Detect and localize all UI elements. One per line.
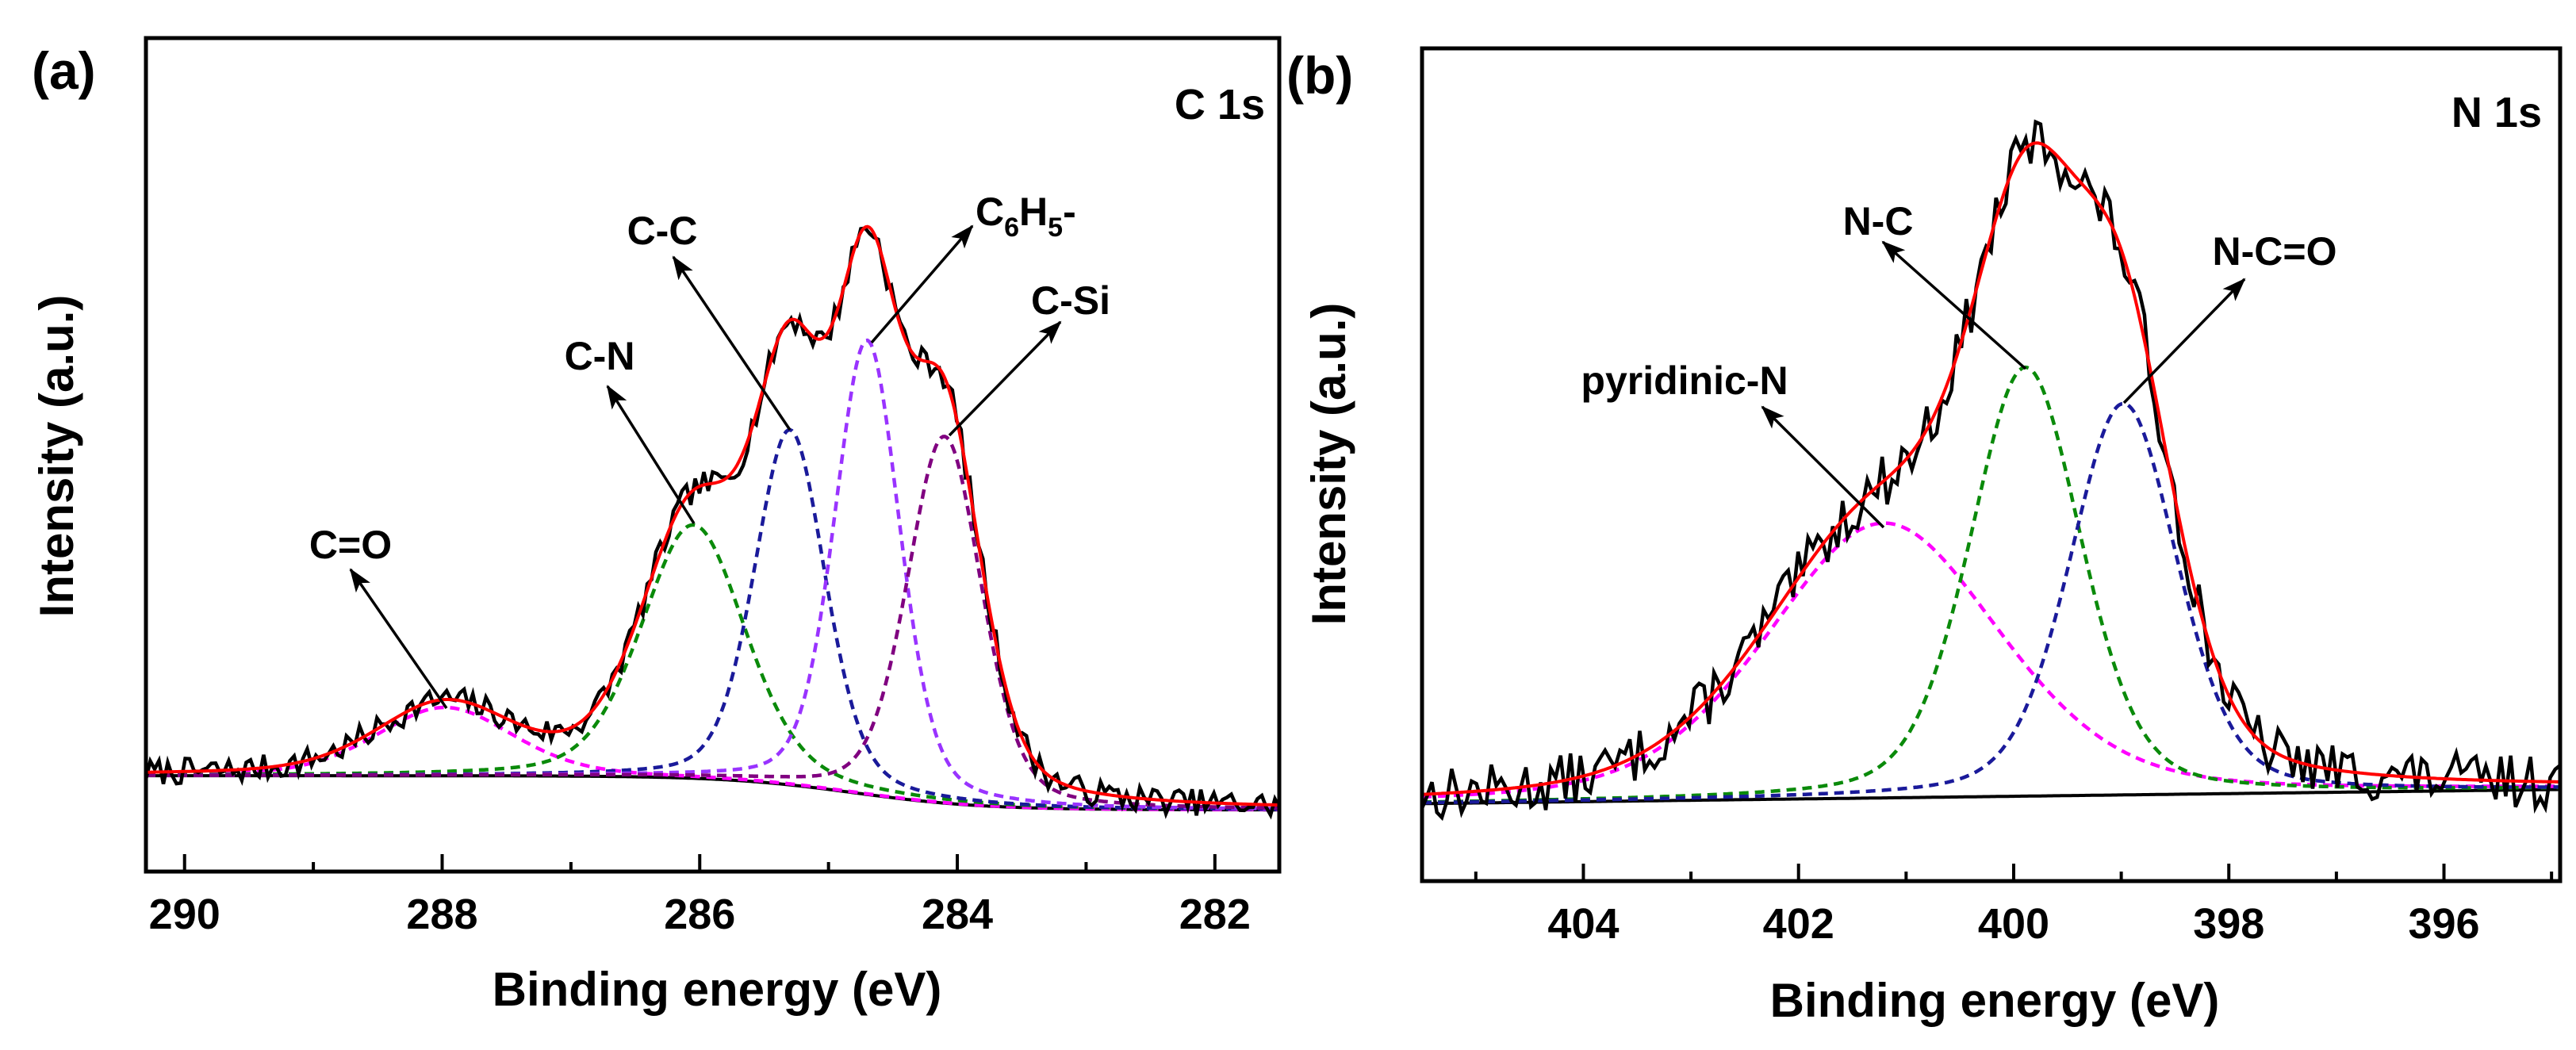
component-n-c [1422, 365, 2560, 804]
label-c-o: C=O [309, 523, 392, 567]
arrow-c-n [606, 385, 696, 524]
panel-a-axes-frame [144, 36, 1282, 874]
x-tick-label: 286 [664, 891, 735, 938]
panel-a-label: (a) [32, 41, 96, 100]
label-c6h5-c: C [976, 190, 1004, 234]
arrow-n-c-o [2122, 278, 2246, 404]
x-tick-label: 402 [1763, 900, 1834, 948]
panel-a-title: C 1s [1175, 81, 1265, 128]
label-n-c-o: N-C=O [2213, 229, 2337, 274]
x-tick-label: 400 [1978, 900, 2049, 948]
component-n-c-o [1422, 401, 2560, 805]
envelope-fit-line [1422, 141, 2560, 796]
panel-b-label: (b) [1286, 46, 1353, 105]
label-pyridinic-n: pyridinic-N [1581, 358, 1788, 403]
label-c6h5: C6H5- [976, 190, 1076, 243]
panel-b-title: N 1s [2451, 89, 2542, 136]
raw-data-line [1422, 119, 2560, 822]
panel-b-axes-frame [1420, 46, 2563, 883]
label-c6h5-h: H [1019, 190, 1048, 234]
arrow-c-c [672, 255, 792, 431]
arrow-n-c [1881, 240, 2027, 370]
x-tick-label: 396 [2408, 900, 2479, 948]
panel-a-c1s: (a) 290 288 286 284 282 C 1s Binding energy … [30, 36, 1282, 1016]
panel-a-y-axis-title: Intensity (a.u.) [30, 295, 83, 618]
component-c-c [146, 427, 1279, 811]
arrow-c-o [349, 568, 448, 709]
label-c-n: C-N [565, 334, 635, 378]
component-c-si [146, 435, 1279, 810]
panel-a-x-axis-title: Binding energy (eV) [493, 963, 942, 1016]
component-pyridinic-n [1422, 521, 2560, 799]
panel-a-curves [146, 224, 1279, 820]
arrow-c-si [948, 320, 1062, 437]
label-c6h5-dash: - [1063, 190, 1076, 234]
baseline-line [1422, 788, 2560, 806]
x-tick-label: 288 [406, 891, 477, 938]
component-c-n [146, 523, 1279, 811]
x-tick-label: 282 [1179, 891, 1251, 938]
panel-b-x-axis-title: Binding energy (eV) [1770, 974, 2220, 1027]
arrow-pyridinic-n [1761, 405, 1885, 529]
label-c6h5-sub5: 5 [1048, 213, 1063, 243]
panel-b-x-ticks: 404 402 400 398 396 [1474, 864, 2554, 948]
x-tick-label: 284 [922, 891, 993, 938]
panel-b-curves [1422, 119, 2560, 822]
raw-data-line [146, 226, 1279, 820]
arrow-c6h5 [870, 224, 974, 344]
panel-b-n1s: (b) 404 402 400 398 396 N 1s Binding energy … [1286, 46, 2563, 1027]
x-tick-label: 290 [149, 891, 220, 938]
label-n-c: N-C [1843, 199, 1914, 243]
panel-b-y-axis-title: Intensity (a.u.) [1302, 303, 1355, 626]
label-c-si: C-Si [1031, 278, 1110, 323]
x-tick-label: 404 [1547, 900, 1619, 948]
envelope-fit-line [146, 224, 1279, 807]
component-c6h5 [146, 338, 1279, 810]
label-c6h5-sub6: 6 [1004, 213, 1019, 243]
label-c-c: C-C [627, 209, 698, 253]
x-tick-label: 398 [2193, 900, 2264, 948]
panel-a-x-ticks: 290 288 286 284 282 [149, 854, 1251, 938]
